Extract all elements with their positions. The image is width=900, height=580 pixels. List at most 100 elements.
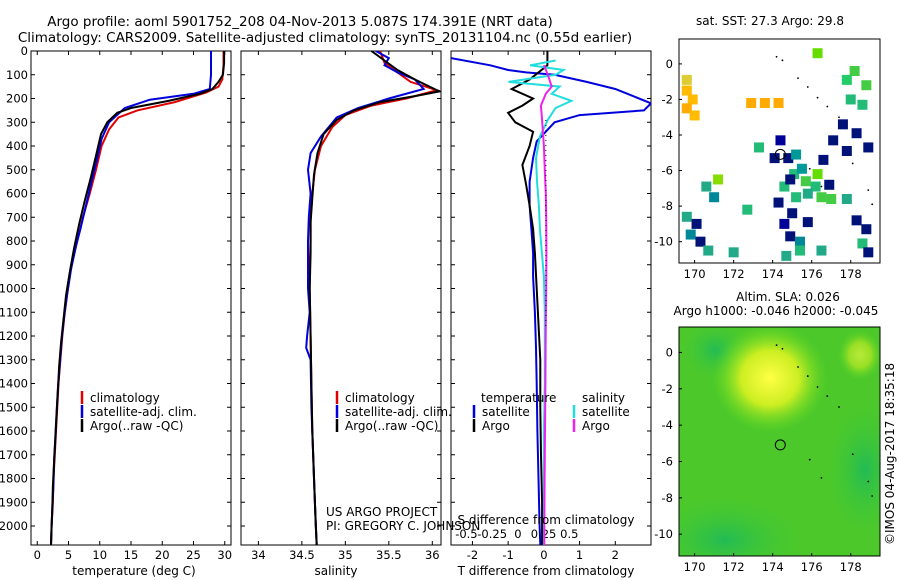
island-dot bbox=[775, 344, 778, 347]
series-line-climatology bbox=[50, 51, 225, 545]
sst-cell bbox=[800, 176, 811, 187]
sst-profile-marker bbox=[774, 148, 786, 160]
sst-cell bbox=[681, 103, 692, 114]
map-y-tick-label: -8 bbox=[662, 199, 673, 213]
x-tick-label: 20 bbox=[155, 548, 170, 562]
legend-label-t-satellite: satellite bbox=[482, 405, 530, 419]
series-line-satellite bbox=[305, 51, 426, 545]
y-tick-label: 1300 bbox=[0, 353, 28, 367]
x-tick-label: 34 bbox=[251, 548, 266, 562]
series-line-s-satellite bbox=[508, 59, 575, 545]
x-top-tick-label: 0.5 bbox=[560, 527, 578, 541]
sst-cell bbox=[794, 236, 805, 247]
y-tick-label: 800 bbox=[6, 234, 28, 248]
series-line-argo bbox=[50, 51, 226, 545]
sst-cell bbox=[769, 153, 780, 164]
y-tick-label: 500 bbox=[6, 163, 28, 177]
x-tick-label: 5 bbox=[65, 548, 72, 562]
sla-low-region-east bbox=[825, 400, 880, 540]
x-tick-label: 35.5 bbox=[376, 548, 402, 562]
sst-cell bbox=[681, 74, 692, 85]
x-tick-label: 0 bbox=[540, 548, 547, 562]
sla-map-islands bbox=[775, 344, 874, 497]
map-x-tick-label: 176 bbox=[801, 560, 823, 574]
sst-cell bbox=[810, 181, 821, 192]
sst-cell bbox=[781, 250, 792, 261]
y-tick-label: 200 bbox=[6, 92, 28, 106]
x-tick-label: 0 bbox=[34, 548, 41, 562]
sla-high-region bbox=[712, 327, 828, 433]
map-y-tick-label: -8 bbox=[662, 491, 673, 505]
x-tick-label: -1 bbox=[502, 548, 513, 562]
sst-cell bbox=[773, 197, 784, 208]
x-tick-label: 10 bbox=[92, 548, 107, 562]
sst-cell bbox=[826, 194, 837, 204]
map-x-tick-label: 172 bbox=[723, 267, 745, 281]
legend-label-climatology: climatology bbox=[90, 391, 160, 405]
map-y-tick-label: -2 bbox=[662, 92, 673, 106]
sst-cell bbox=[703, 245, 714, 256]
island-dot bbox=[838, 406, 840, 408]
sst-cell bbox=[824, 179, 835, 190]
sst-map-frame bbox=[678, 38, 881, 264]
island-dot bbox=[806, 86, 809, 88]
temperature-xlabel: temperature (deg C) bbox=[72, 564, 195, 578]
map-axis-ticks: 170 172 174 176 178 0 -2 -4 -6 -8 -10 170 172 174 176 1… bbox=[654, 57, 862, 574]
sst-cell bbox=[828, 135, 839, 146]
sst-cell bbox=[687, 94, 698, 105]
legend-label-satellite: satellite-adj. clim. bbox=[90, 405, 197, 419]
map-y-tick-label: -10 bbox=[654, 527, 673, 541]
y-tick-label: 1800 bbox=[0, 472, 28, 486]
island-dot bbox=[826, 105, 829, 108]
sla-map-title-line1: Altim. SLA: 0.026 bbox=[736, 290, 840, 304]
sst-cell bbox=[695, 236, 706, 247]
y-tick-label: 1600 bbox=[0, 424, 28, 438]
temperature-legend: climatology satellite-adj. clim. Argo(..… bbox=[80, 391, 197, 433]
sst-cell bbox=[775, 135, 786, 146]
legend-label-t-argo: Argo bbox=[482, 419, 510, 433]
legend-label-satellite: satellite-adj. clim. bbox=[345, 405, 452, 419]
x-tick-label: 34.5 bbox=[289, 548, 315, 562]
difference-xlabel: T difference from climatology bbox=[457, 564, 635, 578]
map-x-tick-label: 178 bbox=[840, 560, 862, 574]
sst-cell bbox=[845, 94, 856, 105]
sst-cell bbox=[861, 224, 872, 235]
sst-cell bbox=[789, 169, 800, 180]
sst-map-cells bbox=[681, 48, 874, 261]
island-dot bbox=[867, 480, 870, 483]
sst-cell bbox=[863, 142, 874, 153]
y-tick-label: 400 bbox=[6, 139, 28, 153]
map-y-tick-label: 0 bbox=[666, 57, 673, 71]
map-y-tick-label: -10 bbox=[654, 235, 673, 249]
sst-cell bbox=[783, 153, 794, 164]
y-tick-label: 300 bbox=[6, 115, 28, 129]
legend-title-temperature: temperature bbox=[481, 391, 556, 405]
y-tick-label: 2000 bbox=[0, 519, 28, 533]
sst-cell bbox=[857, 238, 868, 249]
sst-cell bbox=[849, 66, 860, 76]
series-line-satellite bbox=[50, 51, 212, 545]
sst-map-title: sat. SST: 27.3 Argo: 29.8 bbox=[696, 14, 844, 28]
sst-cell bbox=[851, 128, 862, 139]
sst-cell bbox=[785, 174, 796, 185]
axis-ticks: 0100200300400500600700800900100011001200… bbox=[0, 44, 651, 562]
y-tick-label: 700 bbox=[6, 210, 28, 224]
x-tick-label: 2 bbox=[612, 548, 619, 562]
sst-cell bbox=[791, 149, 802, 160]
sst-cell bbox=[787, 208, 798, 219]
island-dot bbox=[797, 77, 799, 80]
island-dot bbox=[867, 189, 870, 192]
sst-cell bbox=[816, 192, 827, 203]
sst-cell bbox=[681, 85, 692, 96]
x-tick-label: 30 bbox=[217, 548, 232, 562]
island-dot bbox=[775, 55, 778, 58]
difference-panel-frame bbox=[450, 50, 652, 546]
y-tick-label: 600 bbox=[6, 187, 28, 201]
sst-cell bbox=[791, 192, 802, 203]
legend-label-climatology: climatology bbox=[345, 391, 415, 405]
x-tick-label: 35 bbox=[338, 548, 353, 562]
salinity-xlabel: salinity bbox=[314, 564, 357, 578]
y-tick-label: 100 bbox=[6, 68, 28, 82]
sst-cell bbox=[816, 245, 827, 256]
sst-cell bbox=[802, 217, 813, 228]
